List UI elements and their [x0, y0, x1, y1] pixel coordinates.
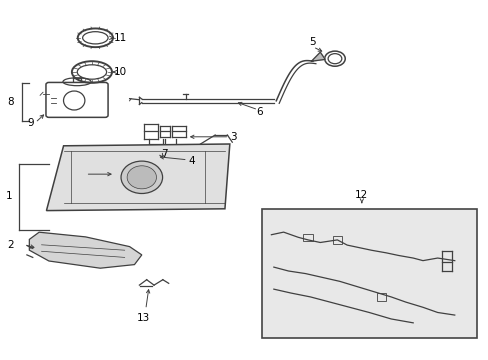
Text: 2: 2: [7, 240, 14, 250]
Polygon shape: [46, 144, 229, 211]
Ellipse shape: [121, 161, 162, 194]
Text: 12: 12: [354, 190, 368, 200]
Bar: [261, 209, 476, 338]
Bar: [303, 234, 312, 241]
Text: 10: 10: [114, 67, 127, 77]
Ellipse shape: [127, 166, 156, 189]
Text: 3: 3: [229, 132, 236, 142]
Text: 1: 1: [5, 191, 12, 201]
Bar: [376, 293, 386, 301]
Polygon shape: [29, 232, 142, 268]
Text: 7: 7: [161, 149, 168, 159]
Polygon shape: [115, 147, 163, 163]
Text: 13: 13: [136, 313, 150, 323]
Text: 5: 5: [309, 37, 316, 47]
Text: 11: 11: [114, 33, 127, 43]
Polygon shape: [311, 52, 325, 61]
Text: 8: 8: [7, 97, 14, 107]
Text: 9: 9: [27, 118, 34, 128]
Bar: [332, 236, 342, 243]
Text: 4: 4: [188, 156, 195, 166]
Text: 6: 6: [255, 107, 262, 117]
